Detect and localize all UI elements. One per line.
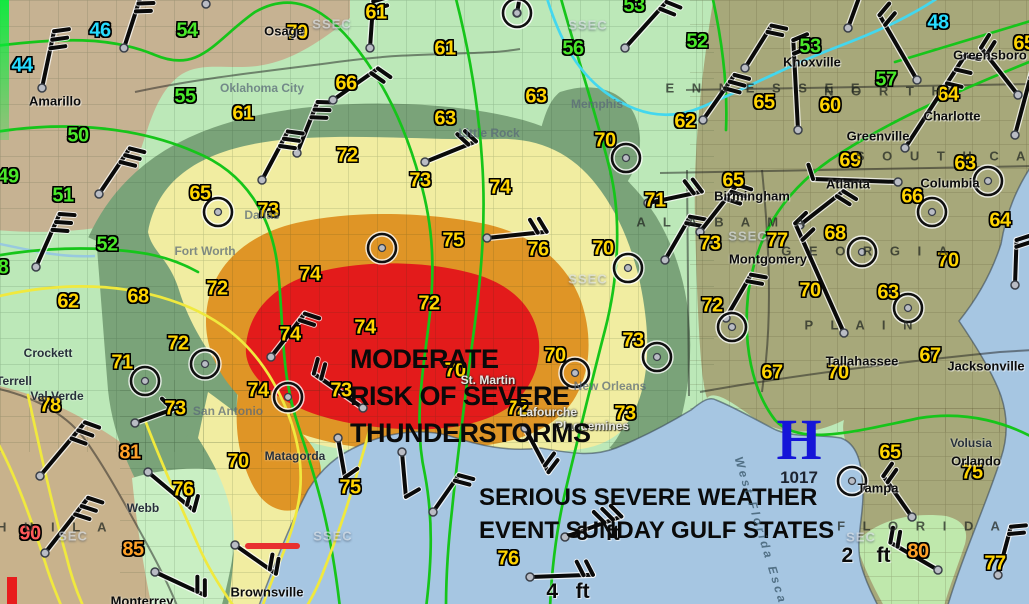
wind-barbs (31, 0, 1029, 599)
moderate-line-2: RISK OF SEVERE (350, 381, 570, 411)
high-pressure-value: 1017 (780, 468, 818, 487)
serious-line-1: SERIOUS SEVERE WEATHER (479, 484, 818, 511)
serious-event-annotation: SERIOUS SEVERE WEATHER EVENT SUNDAY GULF… (479, 481, 834, 547)
high-pressure-center: H 1017 (769, 407, 829, 488)
green-contour-edge (0, 0, 9, 140)
moderate-line-1: MODERATE (350, 344, 499, 374)
moderate-risk-annotation: MODERATE RISK OF SEVERE THUNDERSTORMS (350, 341, 591, 452)
high-pressure-symbol: H (776, 407, 822, 472)
moderate-line-3: THUNDERSTORMS (350, 418, 591, 448)
serious-line-2: EVENT SUNDAY GULF STATES (479, 517, 835, 544)
red-marker-bar (7, 577, 17, 604)
